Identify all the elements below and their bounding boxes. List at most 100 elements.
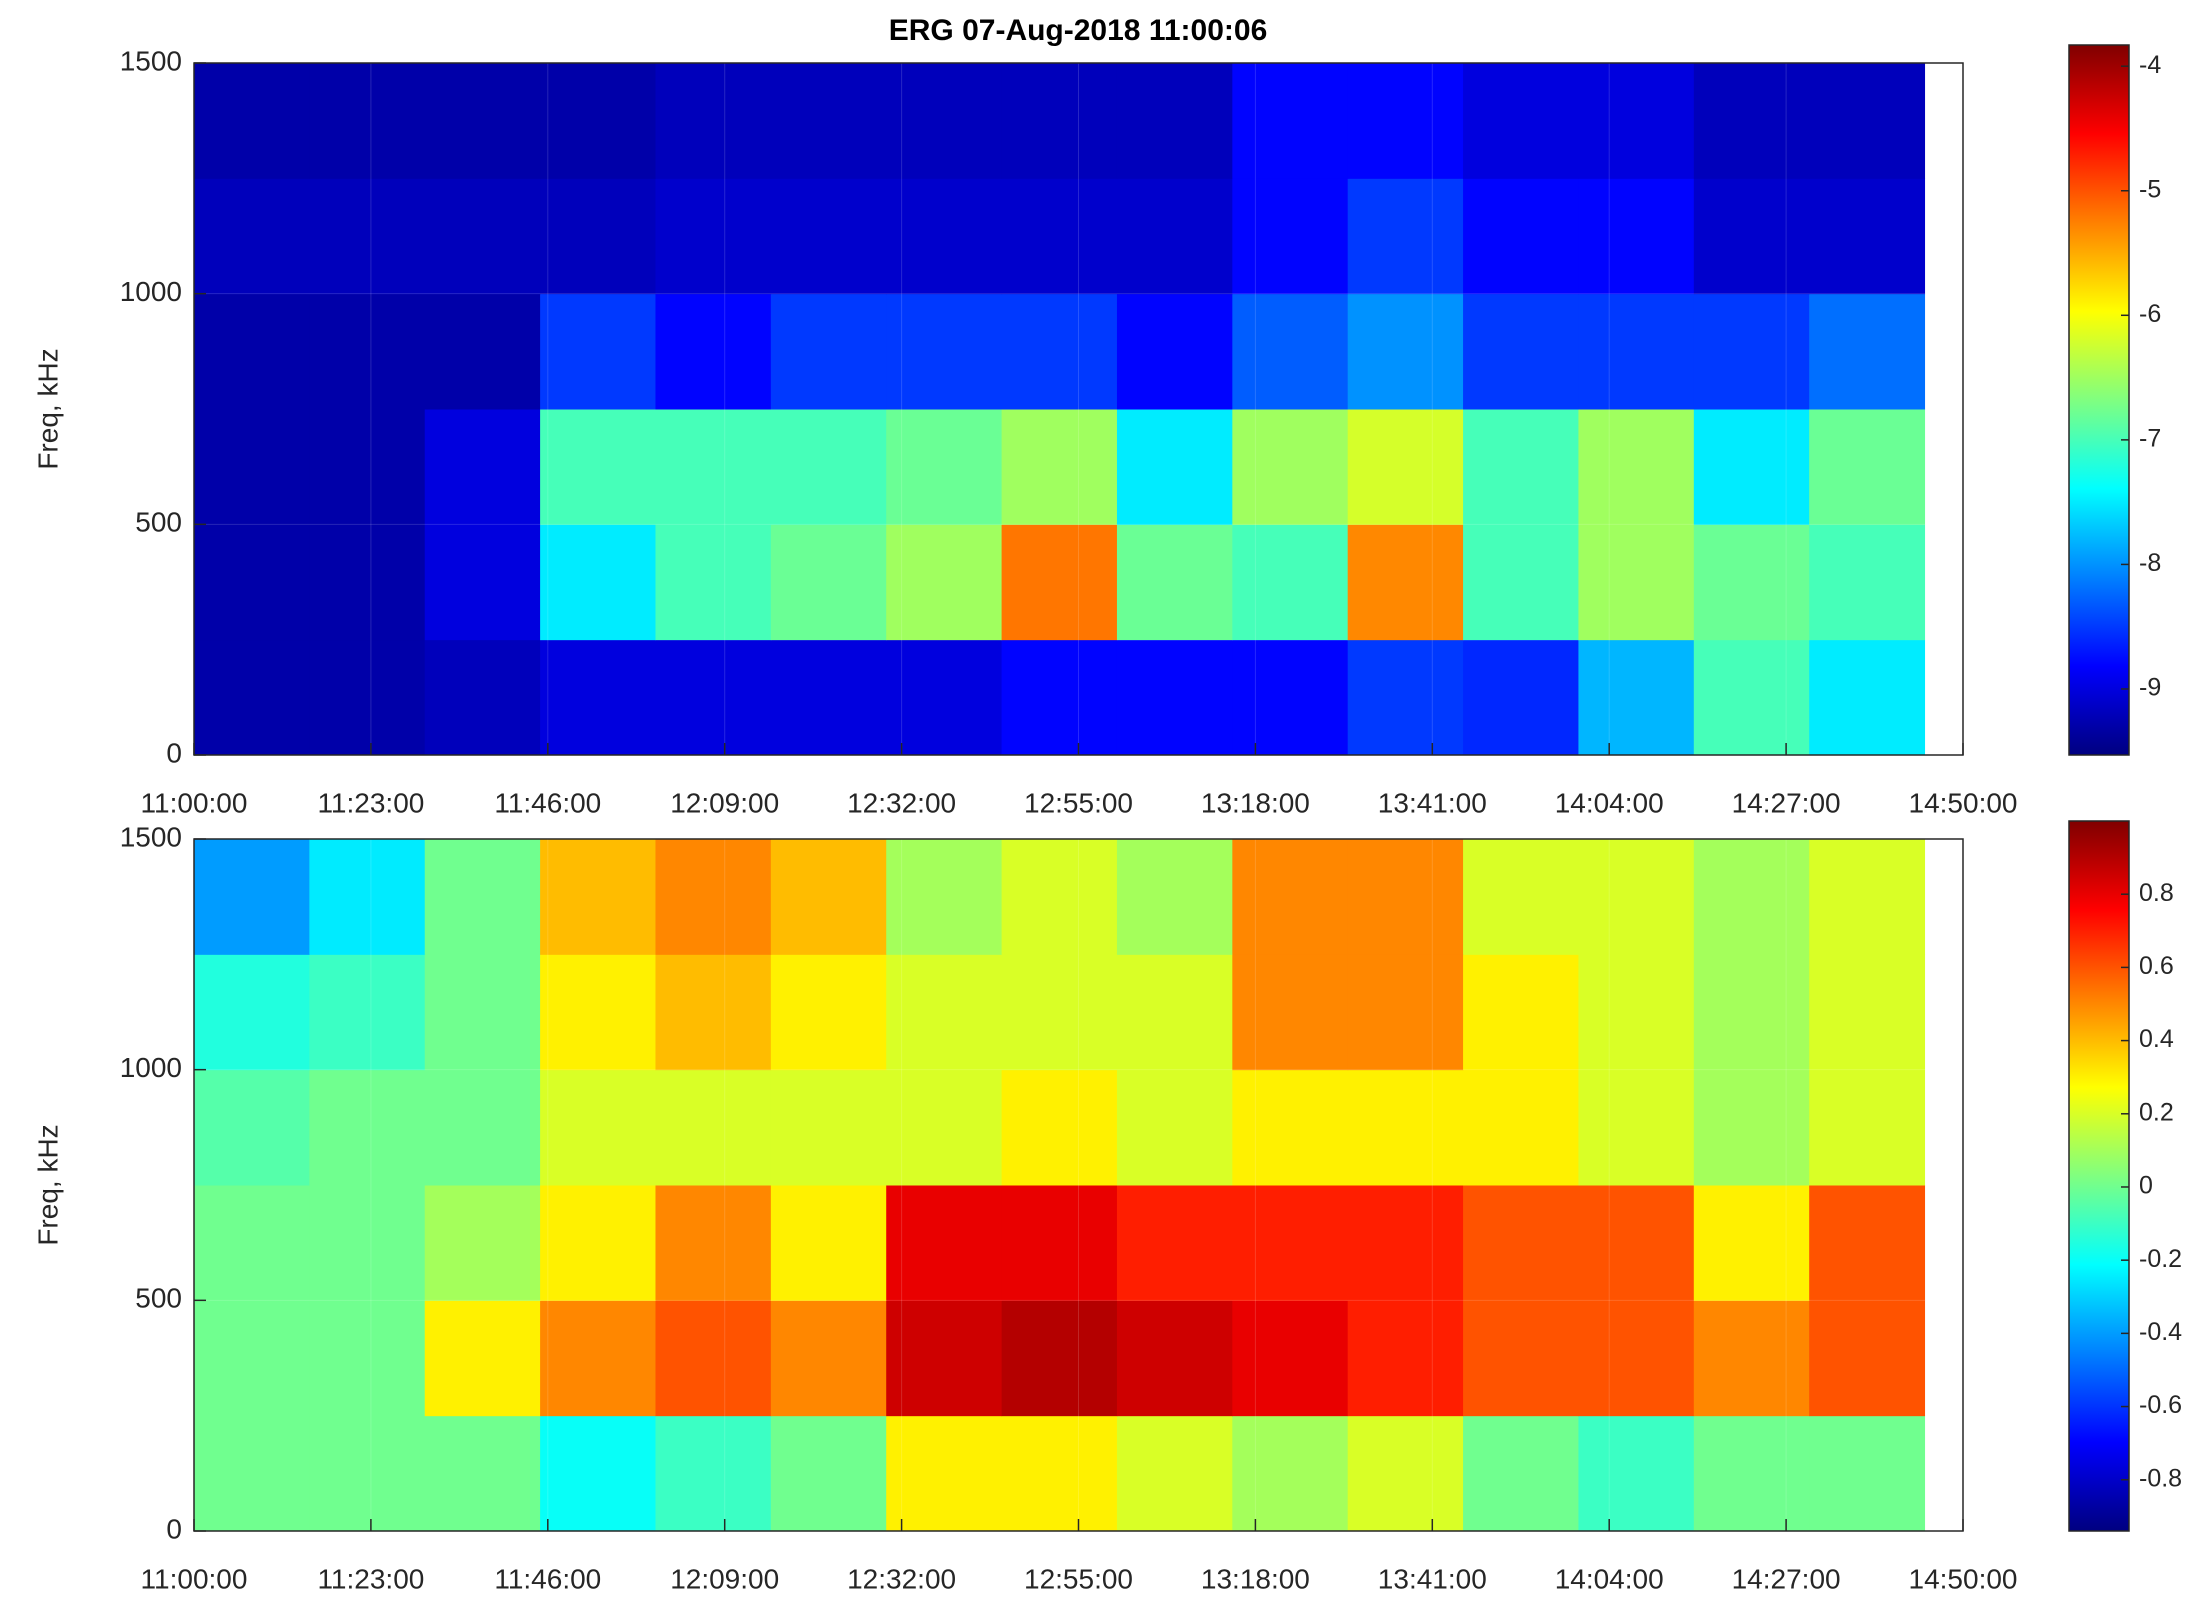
colorbar-tick-label: -7 bbox=[2139, 424, 2161, 452]
heatmap-cell bbox=[771, 63, 887, 179]
heatmap-cell bbox=[1463, 409, 1579, 525]
y-tick-label: 500 bbox=[135, 507, 182, 538]
heatmap-cell bbox=[1117, 524, 1233, 640]
heatmap-cell bbox=[1578, 954, 1694, 1070]
x-tick-label: 11:00:00 bbox=[141, 1563, 248, 1594]
heatmap-cell bbox=[309, 1185, 425, 1301]
colorbar bbox=[2069, 821, 2129, 1531]
heatmap-cell bbox=[1232, 640, 1348, 756]
colorbar-tick-label: -0.6 bbox=[2139, 1391, 2182, 1419]
heatmap-cell bbox=[194, 524, 310, 640]
chart-title: ERG 07-Aug-2018 11:00:06 bbox=[889, 14, 1268, 47]
heatmap-cell bbox=[1578, 63, 1694, 179]
heatmap-cell bbox=[1348, 1300, 1464, 1416]
heatmap-cell bbox=[1232, 409, 1348, 525]
heatmap-cell bbox=[655, 1185, 771, 1301]
heatmap-cell bbox=[1232, 1416, 1348, 1532]
heatmap-cell bbox=[1578, 1416, 1694, 1532]
heatmap-cell bbox=[1348, 178, 1464, 294]
x-tick-label: 13:18:00 bbox=[1201, 1563, 1310, 1594]
heatmap-cell bbox=[655, 524, 771, 640]
heatmap-cell bbox=[425, 294, 541, 410]
x-tick-label: 14:50:00 bbox=[1909, 787, 2018, 818]
heatmap-cell bbox=[425, 839, 541, 955]
heatmap-cell bbox=[1463, 524, 1579, 640]
x-tick-label: 14:27:00 bbox=[1732, 787, 1841, 818]
heatmap-cell bbox=[309, 1300, 425, 1416]
heatmap-cell bbox=[309, 1070, 425, 1186]
colorbar-tick-label: -6 bbox=[2139, 300, 2161, 328]
y-axis-label: Freq, kHz bbox=[32, 1124, 63, 1245]
heatmap-cell bbox=[1002, 409, 1118, 525]
heatmap-cell bbox=[1117, 294, 1233, 410]
heatmap-cell bbox=[655, 640, 771, 756]
heatmap-cell bbox=[540, 63, 656, 179]
heatmap-cell bbox=[655, 63, 771, 179]
heatmap-cell bbox=[1809, 839, 1925, 955]
heatmap-cell bbox=[540, 178, 656, 294]
y-axis-label: Freq, kHz bbox=[32, 348, 63, 469]
heatmap-cell bbox=[1232, 954, 1348, 1070]
heatmap-cell bbox=[1117, 178, 1233, 294]
heatmap-cell bbox=[1232, 1300, 1348, 1416]
heatmap-cell bbox=[1463, 954, 1579, 1070]
heatmap-cell bbox=[1348, 640, 1464, 756]
heatmap-cell bbox=[886, 1300, 1002, 1416]
heatmap-cell bbox=[886, 1070, 1002, 1186]
heatmap-cell bbox=[540, 954, 656, 1070]
heatmap-cell bbox=[425, 524, 541, 640]
heatmap-cell bbox=[771, 1416, 887, 1532]
heatmap-cell bbox=[655, 839, 771, 955]
heatmap-cell bbox=[540, 640, 656, 756]
heatmap-cell bbox=[1232, 63, 1348, 179]
heatmap-cell bbox=[771, 954, 887, 1070]
heatmap-cell bbox=[540, 1185, 656, 1301]
heatmap-cell bbox=[309, 839, 425, 955]
x-tick-label: 14:04:00 bbox=[1555, 787, 1664, 818]
heatmap-cell bbox=[1694, 524, 1810, 640]
heatmap-cell bbox=[309, 954, 425, 1070]
heatmap-cell bbox=[1117, 409, 1233, 525]
heatmap-cell bbox=[309, 524, 425, 640]
heatmap-cell bbox=[1694, 1416, 1810, 1532]
y-tick-label: 1500 bbox=[120, 45, 182, 76]
x-tick-label: 12:55:00 bbox=[1024, 787, 1133, 818]
heatmap-cell bbox=[1578, 1300, 1694, 1416]
heatmap-cell bbox=[194, 954, 310, 1070]
heatmap-cell bbox=[1348, 954, 1464, 1070]
heatmap-cell bbox=[1463, 640, 1579, 756]
colorbar-tick-label: -0.4 bbox=[2139, 1318, 2182, 1346]
heatmap-cell bbox=[1348, 1070, 1464, 1186]
heatmap-cell bbox=[194, 178, 310, 294]
colorbar bbox=[2069, 45, 2129, 755]
heatmap-cell bbox=[1117, 1070, 1233, 1186]
heatmap-cell bbox=[1117, 63, 1233, 179]
heatmap-cell bbox=[655, 1416, 771, 1532]
heatmap-cell bbox=[771, 1300, 887, 1416]
colorbar-tick-label: -5 bbox=[2139, 175, 2161, 203]
heatmap-cell bbox=[1578, 1185, 1694, 1301]
heatmap-cell bbox=[1348, 63, 1464, 179]
x-tick-label: 12:32:00 bbox=[847, 1563, 956, 1594]
x-tick-label: 11:00:00 bbox=[141, 787, 248, 818]
heatmap-cell bbox=[1002, 1416, 1118, 1532]
heatmap-cell bbox=[886, 954, 1002, 1070]
heatmap-cell bbox=[1578, 1070, 1694, 1186]
heatmap-cell bbox=[194, 640, 310, 756]
heatmap-cell bbox=[886, 178, 1002, 294]
heatmap-cell bbox=[1463, 63, 1579, 179]
heatmap-cell bbox=[425, 409, 541, 525]
colorbar-tick-label: 0.8 bbox=[2139, 879, 2174, 907]
heatmap-cell bbox=[425, 1185, 541, 1301]
heatmap-cell bbox=[425, 1300, 541, 1416]
heatmap-cell bbox=[1002, 1185, 1118, 1301]
x-tick-label: 12:09:00 bbox=[670, 787, 779, 818]
heatmap-cell bbox=[540, 1416, 656, 1532]
heatmap-cell bbox=[1694, 1185, 1810, 1301]
heatmap-cell bbox=[771, 409, 887, 525]
heatmap-cell bbox=[771, 294, 887, 410]
heatmap-cell bbox=[771, 640, 887, 756]
heatmap-cell bbox=[194, 294, 310, 410]
heatmap-cell bbox=[1694, 640, 1810, 756]
y-tick-label: 1000 bbox=[120, 276, 182, 307]
